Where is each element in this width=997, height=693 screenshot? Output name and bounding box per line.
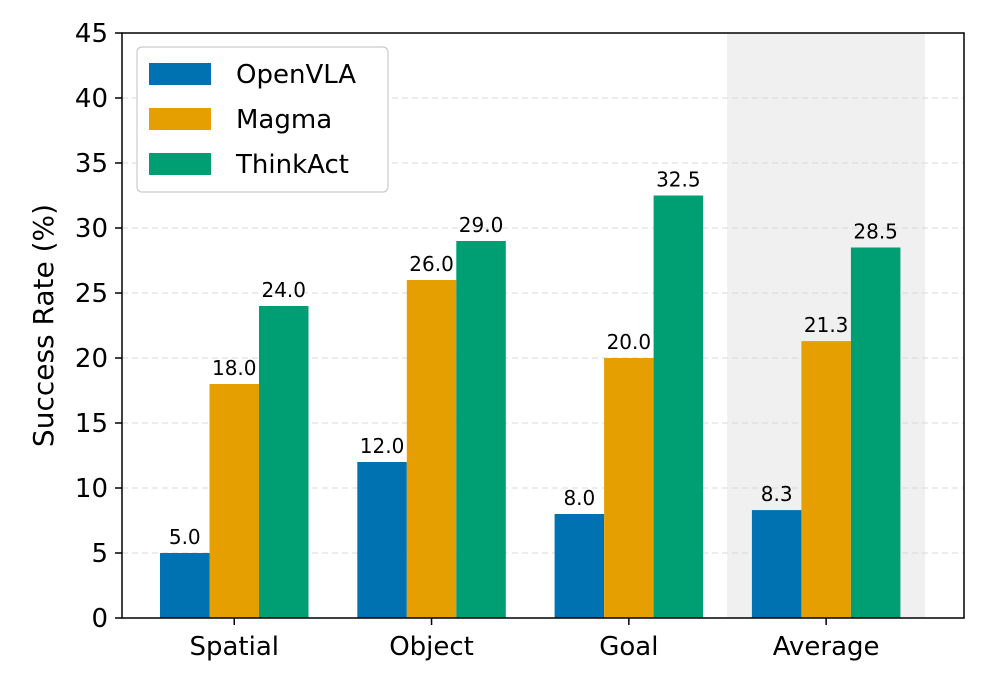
legend-swatch-openvla: [149, 63, 211, 85]
legend-swatch-thinkact: [149, 153, 211, 175]
legend: OpenVLA Magma ThinkAct: [136, 46, 389, 193]
data-label-openvla-object: 12.0: [360, 434, 405, 458]
data-label-thinkact-average: 28.5: [853, 220, 898, 244]
bar-openvla-object: [357, 462, 407, 618]
bar-magma-goal: [604, 358, 654, 618]
bar-openvla-goal: [554, 514, 605, 618]
bar-thinkact-goal: [653, 195, 704, 618]
bar-openvla-average: [751, 510, 802, 618]
plot-frame: [121, 32, 965, 619]
y-tick-label-0: 0: [91, 604, 108, 634]
y-tick-label-40: 40: [75, 84, 108, 114]
x-tick-label-goal: Goal: [599, 632, 658, 662]
x-tick-label-spatial: Spatial: [189, 632, 279, 662]
y-tick-label-15: 15: [75, 409, 108, 439]
y-tick-label-5: 5: [91, 539, 108, 569]
y-tick-label-20: 20: [75, 344, 108, 374]
y-tick-label-25: 25: [75, 279, 108, 309]
data-label-magma-object: 26.0: [409, 252, 454, 276]
bar-magma-average: [801, 341, 851, 618]
data-label-magma-spatial: 18.0: [212, 356, 257, 380]
y-tick-label-45: 45: [75, 19, 108, 49]
legend-label-thinkact: ThinkAct: [235, 150, 349, 180]
bar-thinkact-object: [456, 241, 506, 618]
bar-magma-object: [406, 280, 457, 618]
y-tick-label-10: 10: [75, 474, 108, 504]
bar-thinkact-average: [850, 247, 901, 618]
bar-magma-spatial: [209, 384, 259, 618]
y-axis: 0 5 10 15 20 25 30 35 40 45: [75, 19, 122, 634]
bars: [160, 195, 901, 618]
data-label-thinkact-object: 29.0: [459, 213, 504, 237]
data-label-openvla-spatial: 5.0: [169, 525, 201, 549]
legend-label-magma: Magma: [236, 105, 332, 135]
legend-swatch-magma: [149, 108, 211, 130]
bar-thinkact-spatial: [259, 306, 309, 618]
y-tick-label-30: 30: [75, 214, 108, 244]
data-labels: 5.0 12.0 8.0 8.3 18.0 26.0 20.0 21.3 24.0 29.0 32.…: [169, 168, 898, 550]
data-label-thinkact-spatial: 24.0: [261, 278, 306, 302]
bar-openvla-spatial: [160, 553, 210, 618]
y-axis-title: Success Rate (%): [27, 204, 60, 447]
data-label-thinkact-goal: 32.5: [656, 168, 701, 192]
x-tick-label-average: Average: [773, 632, 880, 662]
data-label-openvla-goal: 8.0: [563, 486, 595, 510]
legend-label-openvla: OpenVLA: [236, 60, 356, 90]
x-tick-label-object: Object: [389, 632, 474, 662]
data-label-magma-goal: 20.0: [607, 330, 652, 354]
data-label-magma-average: 21.3: [804, 313, 849, 337]
y-tick-label-35: 35: [75, 149, 108, 179]
x-axis: Spatial Object Goal Average: [189, 618, 880, 662]
data-label-openvla-average: 8.3: [761, 482, 793, 506]
